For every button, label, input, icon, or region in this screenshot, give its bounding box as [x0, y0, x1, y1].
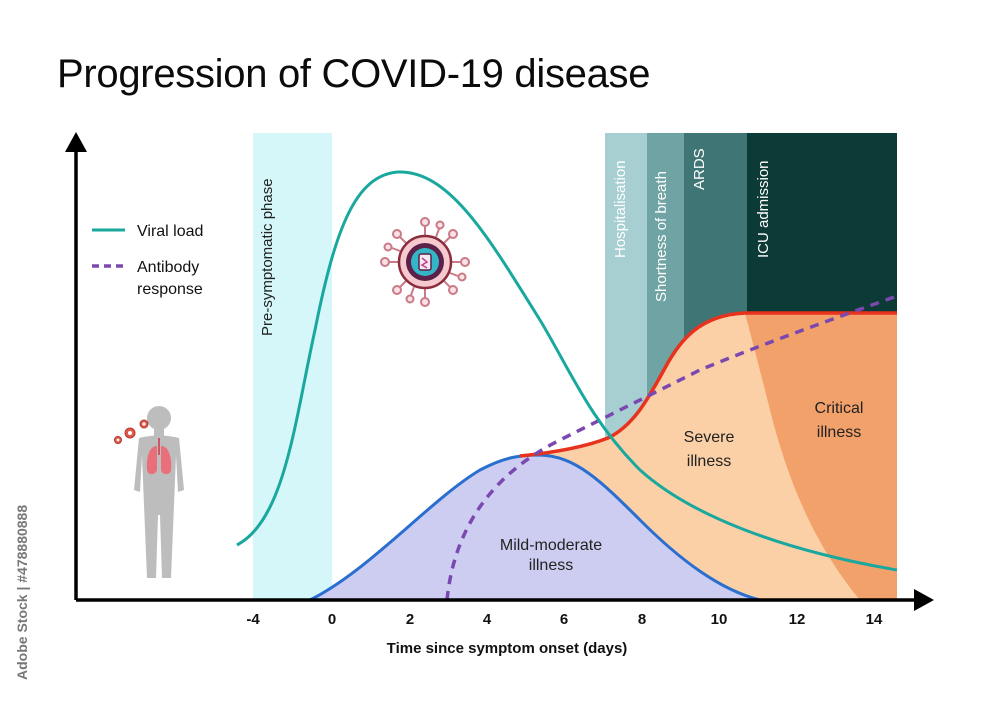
severity-curve — [519, 311, 897, 458]
axes — [65, 132, 934, 611]
critical-illness-area — [745, 313, 897, 600]
legend-viral-load-label: Viral load — [137, 223, 203, 240]
severe-illness-label: Severe — [684, 429, 735, 446]
ards-label: ARDS — [691, 148, 708, 190]
x-axis-title: Time since symptom onset (days) — [387, 640, 628, 657]
severe-illness-label-line2: illness — [687, 453, 731, 470]
critical-illness-label: Critical — [815, 400, 864, 417]
mild-moderate-label: Mild-moderate — [500, 537, 602, 554]
icu-admission-label: ICU admission — [755, 160, 772, 258]
mild-moderate-label-line2: illness — [529, 557, 573, 574]
critical-illness-label-line2: illness — [817, 424, 861, 441]
x-tick-label: 12 — [789, 611, 806, 628]
legend-antibody-label: Antibody — [137, 259, 199, 276]
mild-moderate-illness-area — [309, 453, 761, 602]
antibody-response-curve — [445, 294, 898, 601]
diagram-title: Progression of COVID-19 disease — [57, 52, 651, 96]
pre-symptomatic-band — [253, 133, 332, 600]
virus-particle-icon — [380, 217, 470, 307]
x-tick-label: -4 — [246, 611, 260, 628]
x-tick-label: 2 — [406, 611, 414, 628]
legend-antibody-label-line2: response — [137, 281, 203, 298]
watermark-text: Adobe Stock | #478880888 — [14, 505, 30, 680]
x-tick-label: 0 — [328, 611, 336, 628]
shortness-of-breath-label: Shortness of breath — [653, 171, 670, 302]
x-tick-label: 4 — [483, 611, 492, 628]
legend: Viral load Antibody response — [92, 223, 203, 298]
hospitalisation-label: Hospitalisation — [612, 160, 629, 258]
pre-symptomatic-phase-label: Pre-symptomatic phase — [259, 178, 276, 336]
x-tick-label: 6 — [560, 611, 568, 628]
viral-load-curve — [236, 170, 898, 572]
x-tick-label: 14 — [866, 611, 883, 628]
x-tick-label: 8 — [638, 611, 646, 628]
x-tick-label: 10 — [711, 611, 728, 628]
person-with-lungs-icon — [114, 406, 184, 578]
